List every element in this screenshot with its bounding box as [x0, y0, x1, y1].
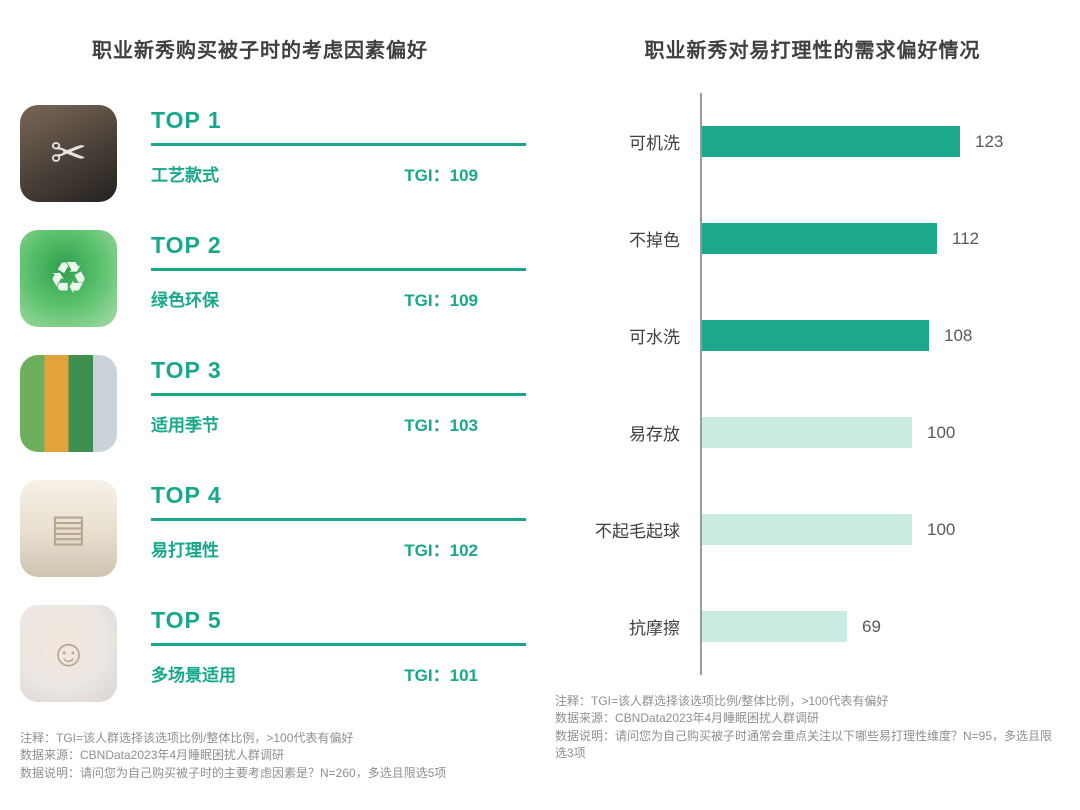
bar-value: 108	[944, 325, 973, 345]
bar-value: 100	[927, 519, 956, 539]
bar-row: 不起毛起球 100	[555, 481, 1070, 578]
bar-value: 100	[927, 422, 956, 442]
bar-value: 123	[975, 131, 1004, 151]
divider	[151, 518, 526, 521]
bar	[702, 417, 912, 448]
divider	[151, 143, 526, 146]
linens-icon: ▤	[50, 507, 87, 550]
bar	[702, 611, 847, 642]
factor-label: 适用季节	[151, 416, 219, 435]
woman-in-duvet-photo: ☺	[20, 605, 117, 702]
smile-icon: ☺	[49, 632, 88, 675]
bar-value: 69	[862, 616, 881, 636]
rank-label: TOP 4	[151, 482, 222, 508]
list-item: TOP 3 适用季节 TGI：103	[20, 355, 526, 452]
divider	[151, 643, 526, 646]
folded-linens-shelf-photo: ▤	[20, 480, 117, 577]
right-panel-title: 职业新秀对易打理性的需求偏好情况	[644, 40, 981, 62]
recycle-icon: ♻	[48, 253, 89, 303]
green-recycle-globe-photo: ♻	[20, 230, 117, 327]
easy-care-preference-panel: 职业新秀对易打理性的需求偏好情况 可机洗 123 不掉色 112 可水洗	[555, 34, 1070, 763]
bar-row: 抗摩擦 69	[555, 578, 1070, 675]
horizontal-bar-chart: 可机洗 123 不掉色 112 可水洗 108	[555, 93, 1070, 675]
rank-label: TOP 3	[151, 357, 222, 383]
footnote-line: 数据说明：请问您为自己购买被子时通常会重点关注以下哪些易打理性维度？N=95，多…	[555, 728, 1053, 761]
tgi-value: TGI：102	[404, 541, 478, 560]
list-item: ▤ TOP 4 易打理性 TGI：102	[20, 480, 526, 577]
divider	[151, 268, 526, 271]
factor-label: 多场景适用	[151, 666, 236, 685]
footnote-line: 数据说明：请问您为自己购买被子时的主要考虑因素是？N=260，多选且限选5项	[20, 765, 447, 780]
bar	[702, 223, 937, 254]
footnote-line: 注释：TGI=该人群选择该选项比例/整体比例，>100代表有偏好	[555, 694, 889, 708]
category-label: 抗摩擦	[629, 619, 680, 638]
bar-row: 可机洗 123	[555, 93, 1070, 190]
left-panel-title: 职业新秀购买被子时的考虑因素偏好	[92, 40, 428, 62]
bar	[702, 126, 960, 157]
list-item: ✂ TOP 1 工艺款式 TGI：109	[20, 105, 526, 202]
factor-label: 工艺款式	[151, 166, 219, 185]
list-item: ☺ TOP 5 多场景适用 TGI：101	[20, 605, 526, 702]
footnote-line: 数据来源：CBNData2023年4月睡眠困扰人群调研	[20, 748, 285, 763]
category-label: 可水洗	[629, 328, 680, 347]
top-factors-list: ✂ TOP 1 工艺款式 TGI：109 ♻ TOP 2 绿色环保	[20, 105, 526, 702]
bar	[702, 320, 929, 351]
bar-row: 易存放 100	[555, 384, 1070, 481]
factor-label: 绿色环保	[151, 291, 219, 310]
sewing-hands-photo: ✂	[20, 105, 117, 202]
tgi-value: TGI：109	[404, 166, 478, 185]
bar-row: 不掉色 112	[555, 190, 1070, 287]
factor-label: 易打理性	[151, 541, 219, 560]
tgi-value: TGI：103	[404, 416, 478, 435]
bar-value: 112	[952, 228, 980, 248]
tgi-value: TGI：109	[404, 291, 478, 310]
rank-label: TOP 1	[151, 107, 222, 133]
footnote-line: 注释：TGI=该人群选择该选项比例/整体比例，>100代表有偏好	[20, 731, 354, 745]
category-label: 不掉色	[629, 231, 680, 250]
four-seasons-trees-photo	[20, 355, 117, 452]
needle-thread-icon: ✂	[50, 128, 87, 178]
footnote-line: 数据来源：CBNData2023年4月睡眠困扰人群调研	[555, 711, 820, 726]
divider	[151, 393, 526, 396]
left-footnotes: 注释：TGI=该人群选择该选项比例/整体比例，>100代表有偏好 数据来源：CB…	[20, 730, 510, 782]
rank-label: TOP 2	[151, 232, 222, 258]
bar-row: 可水洗 108	[555, 287, 1070, 384]
right-footnotes: 注释：TGI=该人群选择该选项比例/整体比例，>100代表有偏好 数据来源：CB…	[555, 693, 1055, 763]
category-label: 易存放	[629, 425, 680, 444]
list-item: ♻ TOP 2 绿色环保 TGI：109	[20, 230, 526, 327]
category-label: 不起毛起球	[595, 522, 680, 541]
category-label: 可机洗	[629, 134, 680, 153]
rank-label: TOP 5	[151, 607, 222, 633]
bar	[702, 514, 912, 545]
consideration-factors-panel: 职业新秀购买被子时的考虑因素偏好 ✂ TOP 1 工艺款式 TGI：109 ♻ …	[20, 34, 526, 782]
tgi-value: TGI：101	[404, 666, 478, 685]
